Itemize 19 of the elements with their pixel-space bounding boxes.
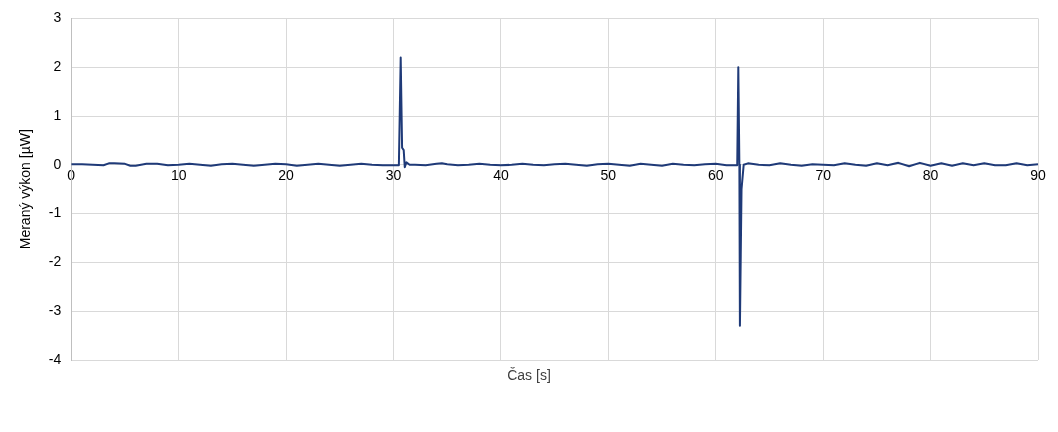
x-tick-label: 70 (815, 167, 832, 184)
y-tick-label: 0 (53, 155, 62, 172)
x-tick-label: 30 (385, 167, 402, 184)
x-axis-title: Čas [s] (506, 367, 552, 383)
y-tick-label: -1 (48, 204, 62, 221)
y-axis-title: Meraný výkon [µW] (17, 129, 34, 250)
x-tick-label: 80 (922, 167, 939, 184)
y-tick-label: -2 (48, 253, 62, 270)
y-tick-label: 2 (53, 58, 62, 75)
x-tick-label: 40 (493, 167, 509, 184)
x-tick-label: 20 (278, 167, 295, 184)
y-tick-label: -3 (48, 302, 62, 319)
x-tick-label: 60 (707, 167, 724, 184)
y-tick-label: 3 (53, 9, 62, 26)
x-tick-label: 50 (600, 167, 617, 184)
x-tick-label: 90 (1030, 167, 1046, 184)
x-tick-label: 10 (170, 167, 187, 184)
y-tick-label: -4 (48, 350, 62, 367)
y-tick-label: 1 (53, 106, 62, 123)
